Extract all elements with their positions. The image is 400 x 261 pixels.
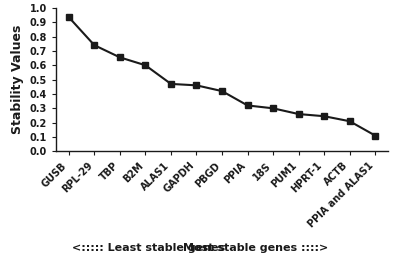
Y-axis label: Stability Values: Stability Values xyxy=(11,25,24,134)
Text: Most stable genes ::::>: Most stable genes ::::> xyxy=(183,243,328,253)
Text: <::::: Least stable genes: <::::: Least stable genes xyxy=(72,243,225,253)
